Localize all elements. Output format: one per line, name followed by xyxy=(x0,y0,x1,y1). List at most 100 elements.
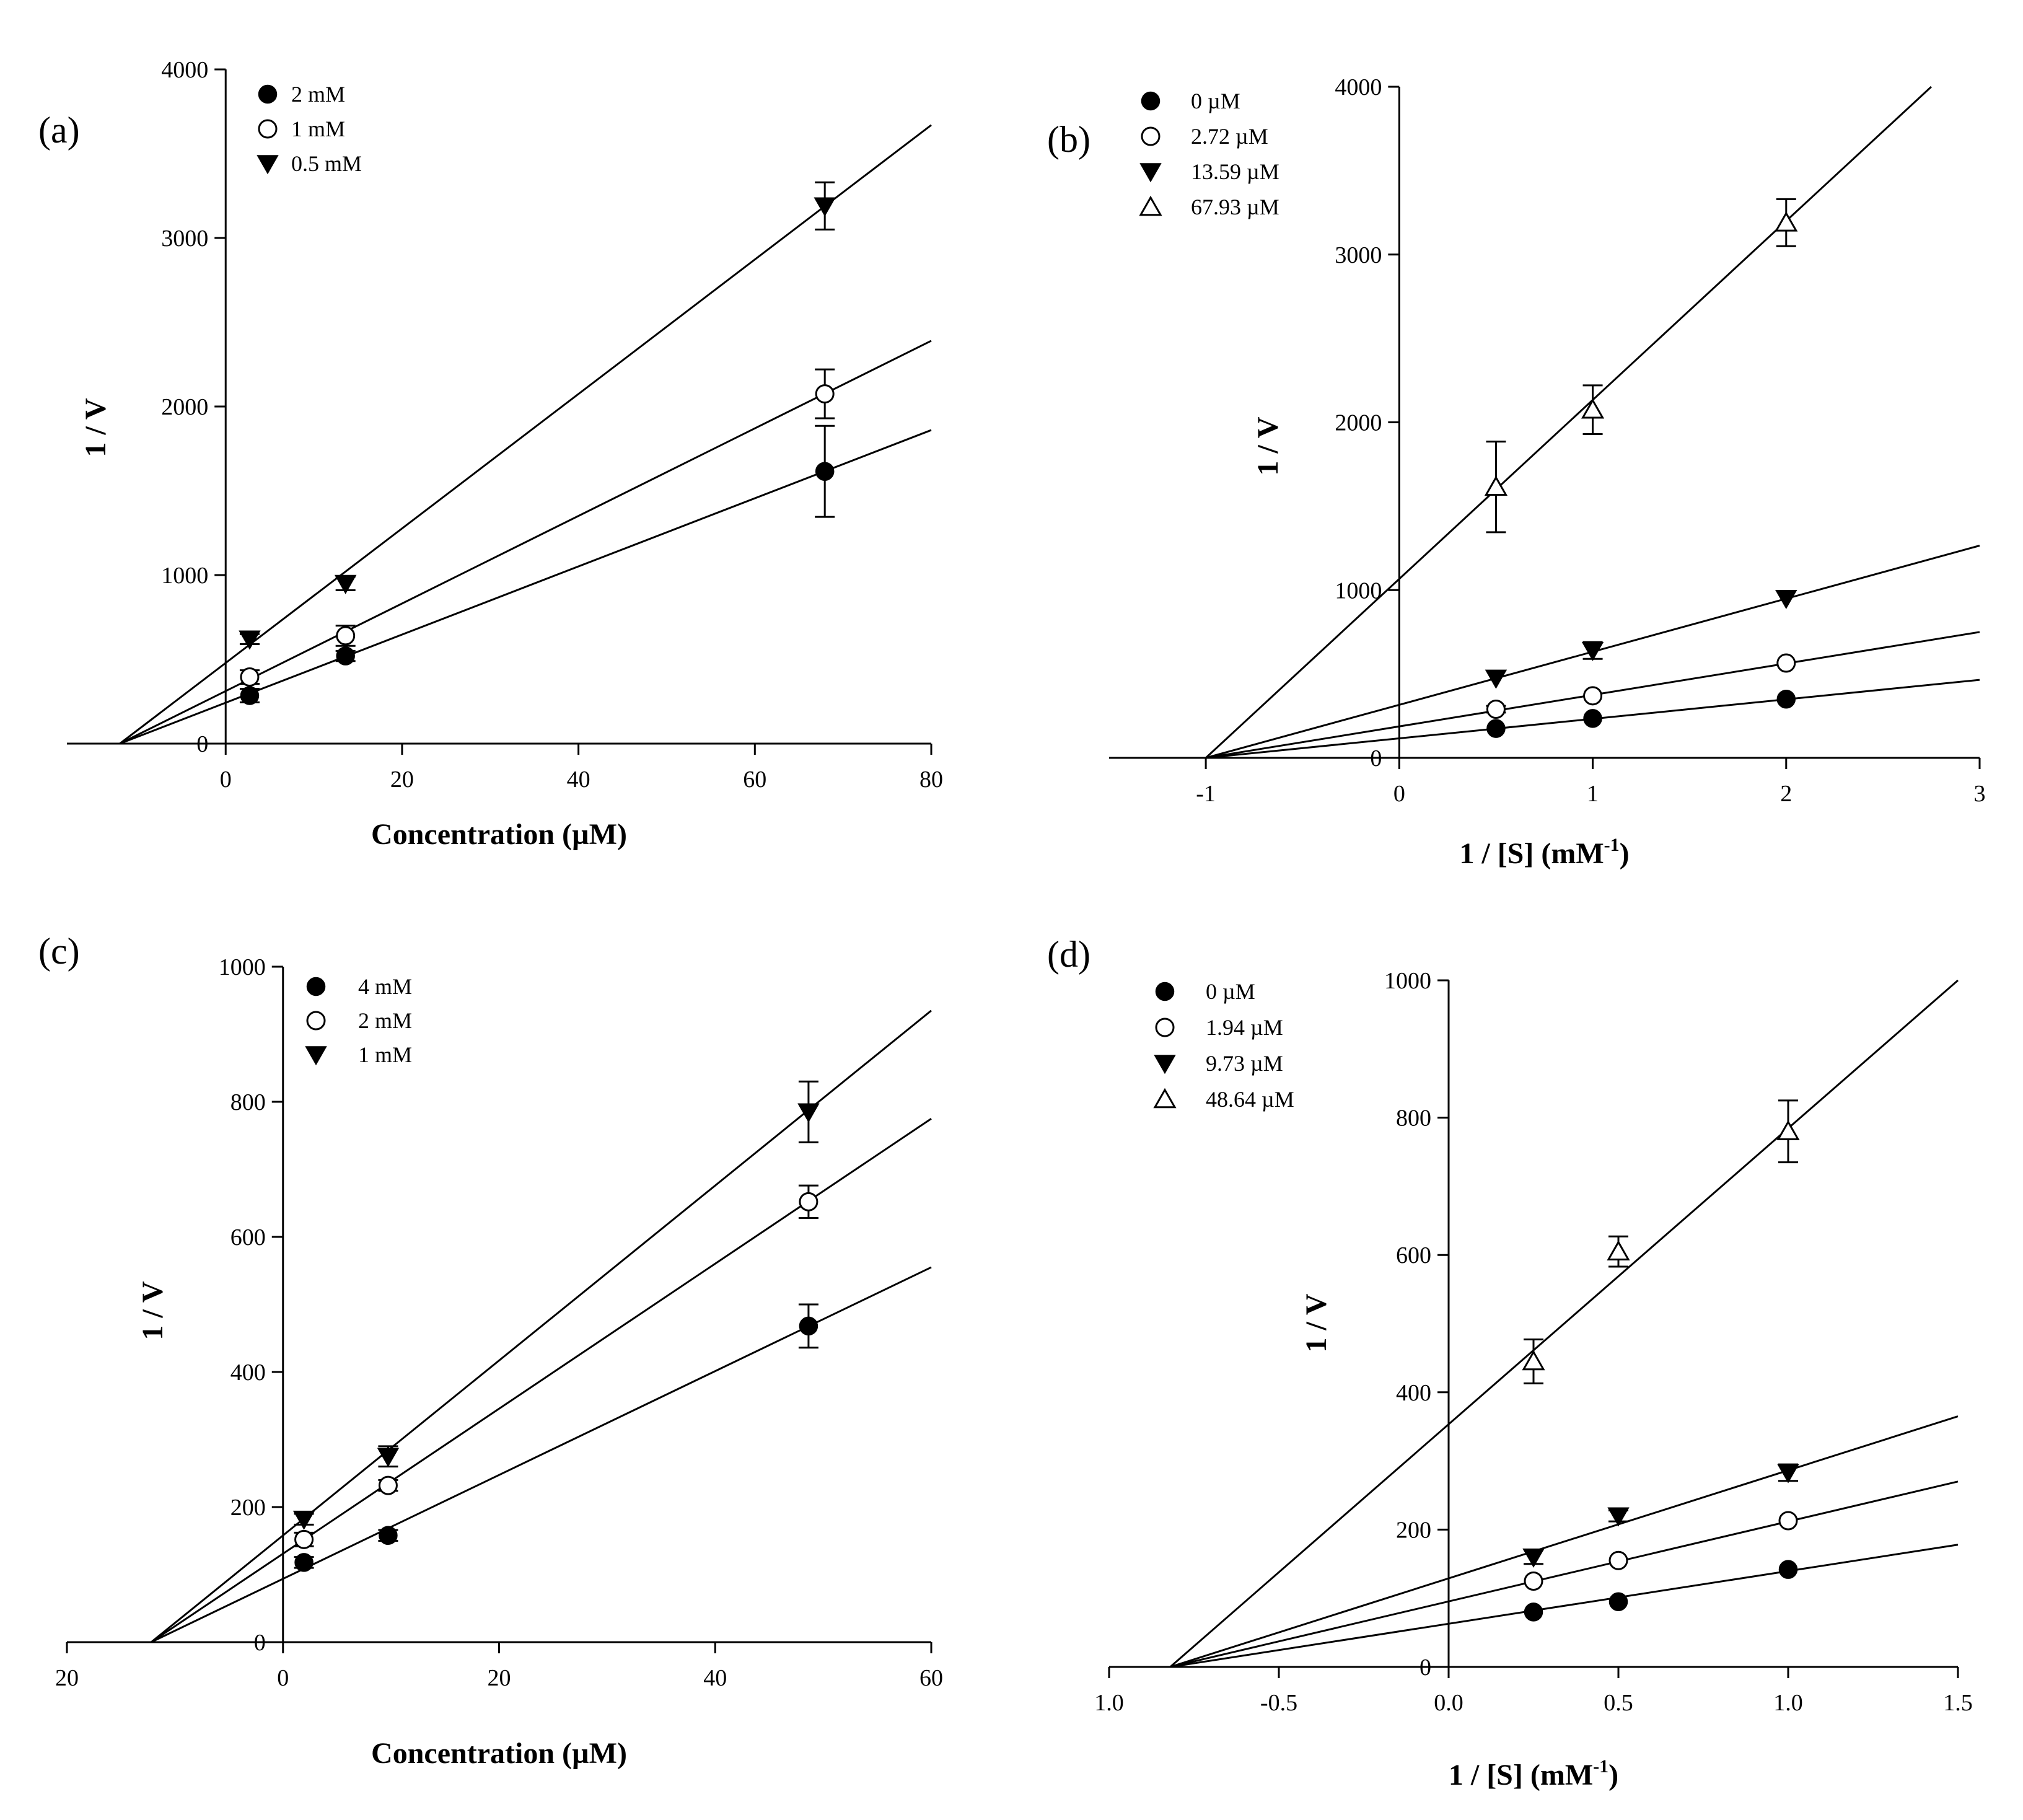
legend-label: 0.5 mM xyxy=(291,151,362,176)
legend-label: 4 mM xyxy=(358,974,412,999)
x-tick-label: 60 xyxy=(743,767,766,793)
y-axis-title: 1 / V xyxy=(136,1281,169,1340)
data-point xyxy=(1776,689,1796,709)
y-tick-label: 1000 xyxy=(219,954,266,980)
fit-line xyxy=(1169,979,1959,1668)
x-axis-title: 1 / [S] (mM-1) xyxy=(1449,1756,1618,1791)
x-axis-title: 1 / [S] (mM-1) xyxy=(1459,835,1629,870)
y-tick-label: 400 xyxy=(1396,1380,1431,1406)
series-2 xyxy=(119,124,932,745)
y-tick-label: 4000 xyxy=(161,57,208,83)
legend-marker xyxy=(1155,1018,1175,1037)
series-0 xyxy=(1170,1544,1959,1668)
fit-line xyxy=(1205,86,1932,759)
panel-label: (b) xyxy=(1047,119,1090,160)
data-point xyxy=(1776,653,1796,673)
series-0 xyxy=(119,424,932,745)
series-3 xyxy=(1205,86,1932,759)
data-point xyxy=(1484,475,1508,496)
data-point xyxy=(1608,1592,1628,1611)
legend-label: 0 µM xyxy=(1206,979,1255,1004)
legend-label: 9.73 µM xyxy=(1206,1051,1283,1076)
x-tick-label: 0 xyxy=(277,1665,289,1691)
legend-marker xyxy=(1153,1088,1177,1109)
y-axis-title: 1 / V xyxy=(79,398,112,457)
legend-label: 1 mM xyxy=(358,1042,412,1067)
y-tick-label: 0 xyxy=(196,731,208,757)
x-tick-label: 0 xyxy=(1393,781,1405,807)
legend-label: 1.94 µM xyxy=(1206,1015,1283,1040)
data-point xyxy=(292,1510,315,1530)
x-tick-label: 3 xyxy=(1974,781,1986,807)
y-tick-label: 2000 xyxy=(161,394,208,420)
x-tick-label: 60 xyxy=(919,1665,943,1691)
y-tick-label: 800 xyxy=(1396,1106,1431,1132)
data-point xyxy=(1776,1120,1800,1141)
data-point xyxy=(336,646,355,666)
x-tick-label: -0.5 xyxy=(1260,1690,1297,1716)
data-point xyxy=(814,197,836,217)
data-point xyxy=(1607,1507,1630,1527)
legend-label: 67.93 µM xyxy=(1191,195,1279,219)
data-point xyxy=(1775,211,1798,232)
data-point xyxy=(815,384,835,404)
data-point xyxy=(377,1448,400,1467)
data-point xyxy=(1775,589,1797,610)
legend-label: 2 mM xyxy=(358,1008,412,1033)
legend-marker xyxy=(1154,1055,1176,1075)
data-point xyxy=(799,1192,818,1211)
x-tick-label: -1 xyxy=(1196,781,1216,807)
data-point xyxy=(1583,709,1602,728)
fit-line xyxy=(119,124,932,745)
series-0 xyxy=(1205,679,1980,759)
x-tick-label: 40 xyxy=(703,1665,727,1691)
x-axis-title-end: ) xyxy=(1620,837,1630,870)
x-tick-label: 0.0 xyxy=(1434,1690,1463,1716)
legend-marker xyxy=(257,155,279,175)
y-tick-label: 3000 xyxy=(161,226,208,252)
x-tick-label: 1.5 xyxy=(1943,1690,1973,1716)
series-0 xyxy=(151,1266,932,1643)
y-tick-label: 400 xyxy=(230,1360,266,1386)
data-point xyxy=(1485,669,1507,689)
legend-label: 1 mM xyxy=(291,116,345,141)
legend-label: 48.64 µM xyxy=(1206,1087,1294,1112)
data-point xyxy=(294,1553,314,1572)
legend-label: 0 µM xyxy=(1191,89,1240,113)
y-tick-label: 4000 xyxy=(1335,74,1382,100)
data-point xyxy=(336,626,356,646)
data-point xyxy=(1581,641,1604,661)
x-tick-label: 20 xyxy=(390,767,414,793)
y-axis-title: 1 / V xyxy=(1300,1293,1333,1352)
fit-line xyxy=(1170,1544,1959,1668)
data-point xyxy=(1778,1560,1798,1579)
panel-label: (d) xyxy=(1047,934,1090,975)
data-point xyxy=(378,1475,398,1495)
legend-label: 13.59 µM xyxy=(1191,159,1279,184)
panel-3: (d) 1.0 -0.5 0.0 0.5 1.0 1.5 0 200 400 600 800 1000 1… xyxy=(1047,934,1973,1791)
x-axis-title-superscript: -1 xyxy=(1593,1756,1608,1777)
legend-label: 2 mM xyxy=(291,82,345,107)
series-2 xyxy=(1205,545,1980,759)
data-point xyxy=(797,1103,820,1123)
series-1 xyxy=(119,340,932,745)
data-point xyxy=(815,462,835,481)
panel-label: (a) xyxy=(38,110,80,151)
data-point xyxy=(1777,1464,1799,1484)
x-tick-label: 1.0 xyxy=(1094,1690,1124,1716)
y-tick-label: 1000 xyxy=(161,563,208,589)
y-tick-label: 600 xyxy=(230,1224,266,1251)
legend-marker xyxy=(1139,195,1162,216)
x-tick-label: 1 xyxy=(1587,781,1599,807)
fit-line xyxy=(151,1009,932,1643)
x-axis-title: Concentration (µM) xyxy=(371,818,627,851)
y-tick-label: 600 xyxy=(1396,1242,1431,1268)
legend-marker xyxy=(1139,163,1162,183)
data-point xyxy=(1778,1511,1798,1531)
legend-marker xyxy=(258,84,278,104)
data-point xyxy=(1524,1572,1543,1591)
panel-0: (a) 0 20 40 60 80 0 1000 2000 3000 4000 Concentrati… xyxy=(38,57,943,851)
panel-2: (c)20 0 20 40 6002004006008001000Concentrati… xyxy=(38,931,943,1770)
x-tick-label: 2 xyxy=(1780,781,1792,807)
